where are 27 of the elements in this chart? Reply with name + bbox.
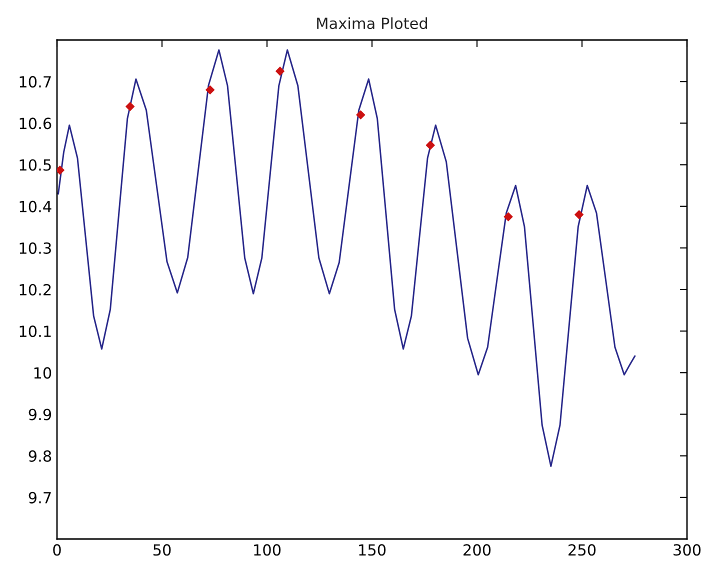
x-tick-label: 150: [359, 544, 386, 556]
y-tick-label: 10.1: [20, 326, 51, 338]
point: [504, 212, 513, 222]
point: [426, 140, 435, 150]
y-tick-label: 9.8: [28, 450, 52, 462]
y-tick-label: 10: [34, 367, 52, 379]
point: [574, 210, 584, 220]
y-tick-label: 9.7: [28, 492, 51, 504]
y-tick-label: 10.2: [20, 284, 51, 296]
line-series: [57, 49, 636, 467]
point: [206, 85, 215, 94]
x-tick-label: 300: [674, 544, 701, 556]
x-tick-label: 250: [568, 544, 596, 556]
x-tick-label: 0: [53, 544, 61, 556]
y-tick-label: 10.7: [20, 76, 51, 88]
x-tick-label: 50: [153, 544, 171, 556]
x-tick-label: 100: [254, 544, 281, 556]
y-tick-label: 9.9: [28, 408, 52, 420]
chart-title: Maxima Ploted: [317, 17, 428, 30]
y-tick-label: 10.5: [20, 159, 51, 171]
point: [356, 110, 366, 120]
point: [276, 66, 285, 76]
x-tick-label: 200: [464, 544, 491, 556]
y-tick-label: 10.4: [20, 200, 52, 212]
y-tick-label: 10.6: [20, 118, 52, 130]
point: [126, 102, 135, 112]
y-tick-label: 10.3: [20, 242, 51, 254]
